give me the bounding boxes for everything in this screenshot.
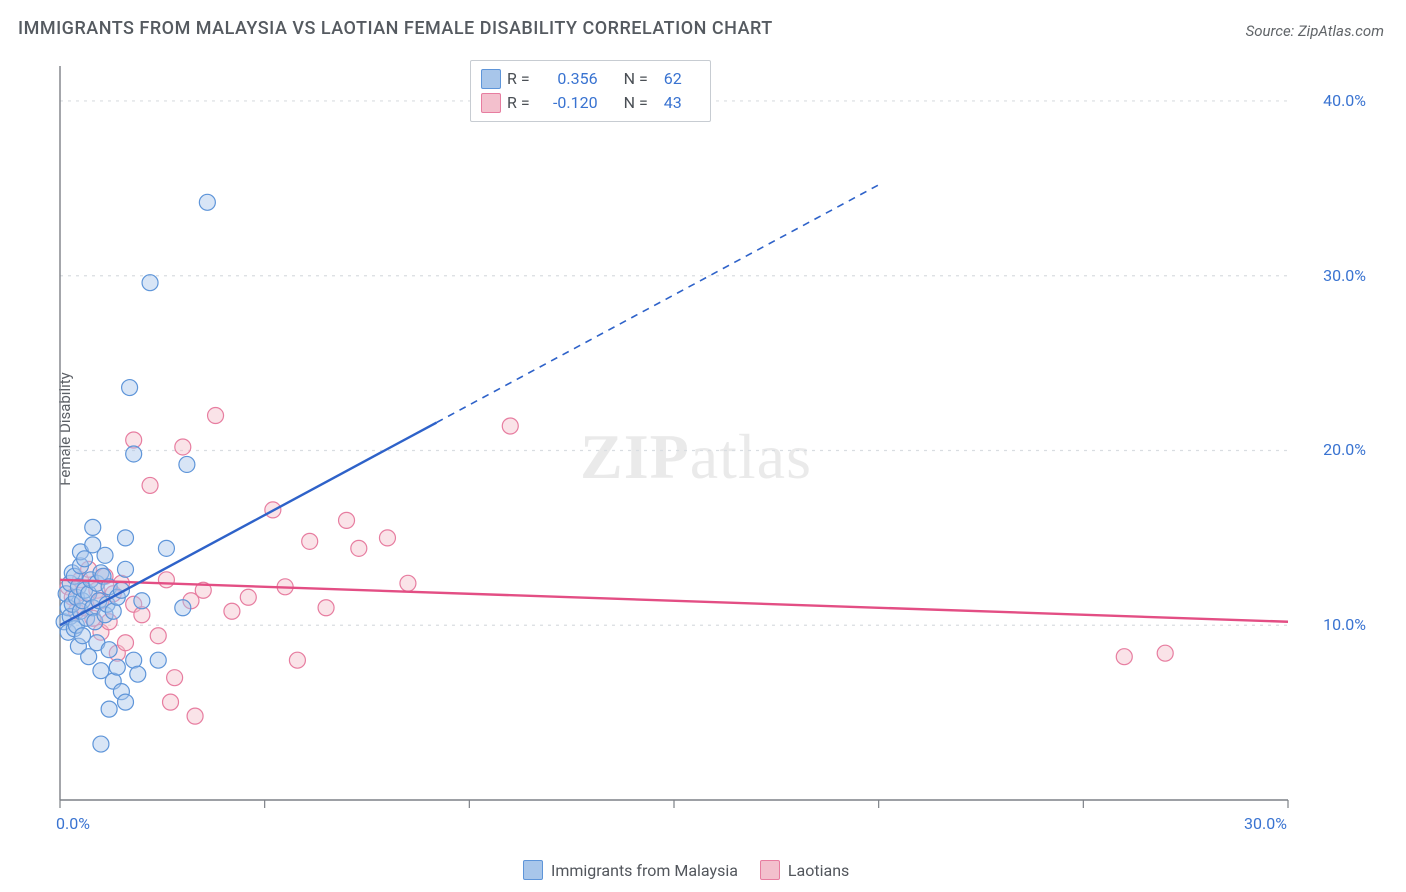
r-value-2: -0.120 xyxy=(540,91,598,115)
tick-label: 0.0% xyxy=(56,814,90,833)
tick-label: 20.0% xyxy=(1306,440,1366,459)
correlation-legend: R = 0.356 N = 62 R = -0.120 N = 43 xyxy=(470,60,711,122)
legend-row-series1: R = 0.356 N = 62 xyxy=(481,67,696,91)
n-label: N = xyxy=(624,67,648,91)
r-label: R = xyxy=(507,67,530,91)
tick-label: 40.0% xyxy=(1306,91,1366,110)
scatter-plot xyxy=(48,60,1378,840)
legend-item-series2: Laotians xyxy=(760,860,849,880)
legend-row-series2: R = -0.120 N = 43 xyxy=(481,91,696,115)
n-value-2: 43 xyxy=(664,91,696,115)
n-label: N = xyxy=(624,91,648,115)
r-label: R = xyxy=(507,91,530,115)
tick-label: 30.0% xyxy=(1244,814,1287,833)
tick-label: 10.0% xyxy=(1306,615,1366,634)
legend-label: Laotians xyxy=(788,861,849,880)
swatch-series1 xyxy=(523,860,543,880)
legend-item-series1: Immigrants from Malaysia xyxy=(523,860,738,880)
r-value-1: 0.356 xyxy=(540,67,598,91)
swatch-series1 xyxy=(481,69,501,89)
n-value-1: 62 xyxy=(664,67,696,91)
swatch-series2 xyxy=(481,93,501,113)
source-label: Source: ZipAtlas.com xyxy=(1246,22,1384,40)
tick-label: 30.0% xyxy=(1306,266,1366,285)
series-legend: Immigrants from Malaysia Laotians xyxy=(523,860,849,880)
swatch-series2 xyxy=(760,860,780,880)
chart-title: IMMIGRANTS FROM MALAYSIA VS LAOTIAN FEMA… xyxy=(18,18,773,39)
legend-label: Immigrants from Malaysia xyxy=(551,861,738,880)
